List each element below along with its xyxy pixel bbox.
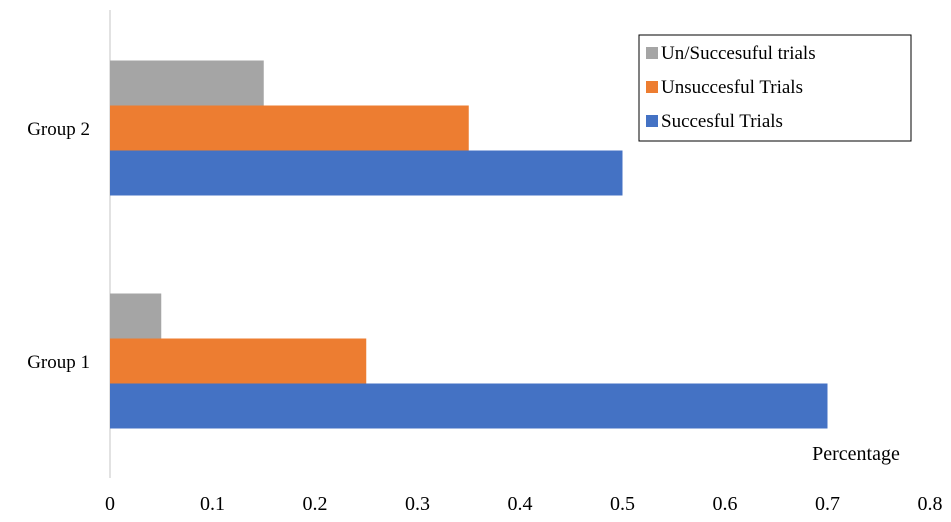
x-tick-label-0-7: 0.7	[815, 493, 840, 515]
x-tick-label-0-1: 0.1	[200, 493, 225, 515]
x-tick-label-0-6: 0.6	[713, 493, 738, 515]
x-tick-label-0-2: 0.2	[303, 493, 328, 515]
bars-group	[110, 60, 828, 429]
legend-label-succesful-trials: Succesful Trials	[661, 111, 783, 132]
legend-swatch-un-succesuful-trials	[646, 47, 658, 59]
legend-label-un-succesuful-trials: Un/Succesuful trials	[661, 43, 816, 64]
bar-group-2-succesful-trials	[110, 150, 623, 196]
x-tick-label-0-8: 0.8	[918, 493, 943, 515]
bar-group-2-unsuccesful-trials	[110, 105, 469, 151]
x-tick-label-0-4: 0.4	[508, 493, 533, 515]
legend-label-unsuccesful-trials: Unsuccesful Trials	[661, 77, 803, 98]
x-tick-labels: 0 0.1 0.2 0.3 0.4 0.5 0.6 0.7 0.8	[105, 493, 943, 515]
x-tick-label-0: 0	[105, 493, 115, 515]
legend: Un/Succesuful trials Unsuccesful Trials Su…	[638, 34, 912, 142]
legend-swatch-succesful-trials	[646, 115, 658, 127]
legend-items: Un/Succesuful trials Unsuccesful Trials Su…	[646, 43, 816, 132]
x-tick-label-0-5: 0.5	[610, 493, 635, 515]
bar-group-1-succesful-trials	[110, 383, 828, 429]
category-label-group-1: Group 1	[27, 352, 90, 373]
bar-group-1-unsuccesful-trials	[110, 338, 367, 384]
bar-group-1-un-succesuful-trials	[110, 293, 162, 339]
legend-swatch-unsuccesful-trials	[646, 81, 658, 93]
bar-group-2-un-succesuful-trials	[110, 60, 264, 106]
category-label-group-2: Group 2	[27, 119, 90, 140]
x-tick-label-0-3: 0.3	[405, 493, 430, 515]
category-labels: Group 1 Group 2	[27, 119, 90, 373]
x-axis-title: Percentage	[812, 443, 900, 465]
legend-box	[638, 34, 912, 142]
